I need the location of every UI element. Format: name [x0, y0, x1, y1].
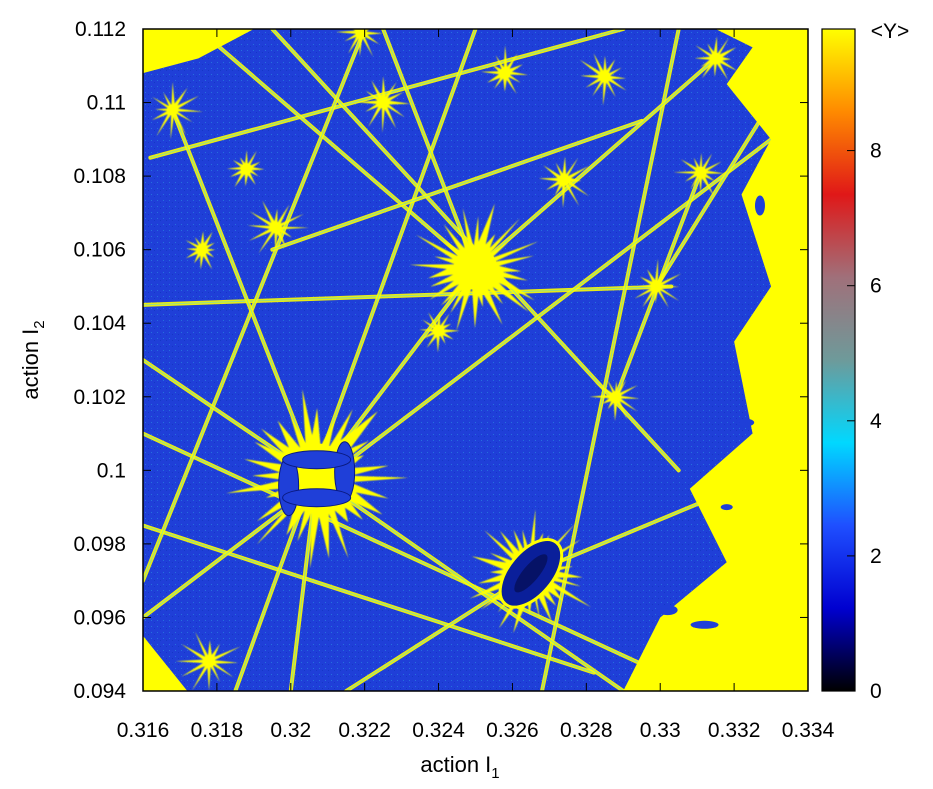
- y-tick-label: 0.1: [97, 459, 126, 482]
- y-tick-label: 0.108: [73, 165, 126, 188]
- colorbar-ticks: 0 2 4 6 8: [847, 140, 882, 703]
- x-tick-label: 0.322: [338, 719, 391, 742]
- x-tick-label: 0.328: [560, 719, 613, 742]
- colorbar-tick-label: 2: [870, 545, 882, 568]
- chaotic-edge-region: [143, 29, 808, 691]
- resonance-core: [355, 29, 367, 39]
- resonance-line-halo: [656, 102, 772, 287]
- x-tick-label: 0.326: [486, 719, 539, 742]
- x-tick-label: 0.334: [782, 719, 835, 742]
- y-tick-label: 0.094: [73, 680, 126, 703]
- x-axis-label: action I1: [420, 752, 499, 782]
- y-axis-ticks: 0.094 0.096 0.098 0.1 0.102 0.104 0.106 0.108 0.…: [73, 18, 808, 703]
- island-chain: [282, 488, 352, 508]
- colorbar-tick-label: 6: [870, 275, 882, 298]
- resonance-core: [651, 281, 662, 292]
- x-axis-ticks: 0.316 0.318 0.32 0.322 0.324 0.326 0.328 0.33 0.…: [117, 29, 835, 742]
- x-axis-title: action I1: [420, 752, 499, 782]
- y-tick-label: 0.098: [73, 533, 126, 556]
- resonance-line-halo: [316, 477, 624, 691]
- regular-island: [657, 605, 678, 616]
- corner-chaos: [143, 29, 254, 74]
- resonance-line-halo: [143, 285, 672, 306]
- regular-island: [754, 195, 765, 216]
- y-tick-label: 0.104: [73, 312, 126, 335]
- x-tick-label: 0.324: [412, 719, 465, 742]
- resonance-line-halo: [172, 109, 318, 478]
- resonance-core: [558, 174, 570, 186]
- resonance-core: [610, 391, 622, 403]
- y-tick-label: 0.11: [87, 92, 126, 115]
- plot-area: 0.316 0.318 0.32 0.322 0.324 0.326 0.328 0.33 0.…: [73, 18, 835, 742]
- resonance-line-halo: [234, 29, 476, 691]
- x-tick-label: 0.33: [640, 719, 681, 742]
- regular-island: [690, 620, 719, 629]
- heatmap-structures: [143, 29, 808, 691]
- resonance-line-halo: [198, 29, 476, 269]
- resonance-core: [695, 167, 707, 178]
- regular-island: [720, 504, 733, 511]
- x-tick-label: 0.316: [117, 719, 170, 742]
- x-tick-label: 0.318: [191, 719, 244, 742]
- resonance-core: [241, 163, 252, 175]
- resonance-line-halo: [150, 29, 624, 159]
- chaotic-sea: [623, 29, 808, 691]
- y-axis-title: action I2: [18, 320, 48, 399]
- colorbar-title: <Y>: [871, 20, 910, 43]
- colorbar-tick-label: 4: [870, 410, 882, 433]
- resonance-line-halo: [143, 138, 772, 618]
- island-core: [514, 554, 548, 593]
- y-tick-label: 0.106: [73, 239, 126, 262]
- resonance-core: [710, 53, 722, 64]
- island-structures: [278, 441, 564, 609]
- resonance-line-halo: [143, 433, 661, 674]
- plot-frame: [142, 28, 809, 692]
- y-axis-label: action I2: [18, 320, 48, 399]
- resonance-core: [196, 244, 208, 256]
- regular-island: [736, 418, 755, 427]
- resonance-core: [599, 71, 611, 83]
- resonance-line-halo: [143, 29, 366, 581]
- island-chain: [282, 450, 352, 470]
- resonance-lines: [143, 29, 774, 691]
- resonance-line-halo: [475, 58, 716, 269]
- noise-texture: [143, 29, 808, 691]
- resonance-core: [204, 656, 215, 667]
- resonance-core: [377, 97, 389, 108]
- resonance-line-halo: [272, 120, 642, 251]
- resonance-core: [499, 67, 511, 79]
- colorbar-tick-label: 0: [870, 680, 882, 703]
- resonance-core: [433, 325, 444, 336]
- y-tick-label: 0.096: [73, 606, 126, 629]
- resonance-line-halo: [143, 525, 594, 674]
- resonance-core: [270, 222, 282, 234]
- x-tick-label: 0.32: [270, 719, 311, 742]
- resonance-core: [167, 104, 178, 116]
- corner-chaos: [143, 635, 188, 691]
- resonance-center: [336, 29, 383, 57]
- resonance-line-halo: [382, 29, 476, 269]
- colorbar-tick-label: 8: [870, 140, 882, 163]
- y-tick-label: 0.112: [75, 18, 126, 41]
- y-tick-label: 0.102: [73, 386, 126, 409]
- colorbar: <Y> 0 2 4 6 8: [821, 20, 910, 703]
- resonance-core: [453, 246, 498, 290]
- colorbar-gradient: [821, 28, 856, 692]
- x-tick-label: 0.332: [708, 719, 761, 742]
